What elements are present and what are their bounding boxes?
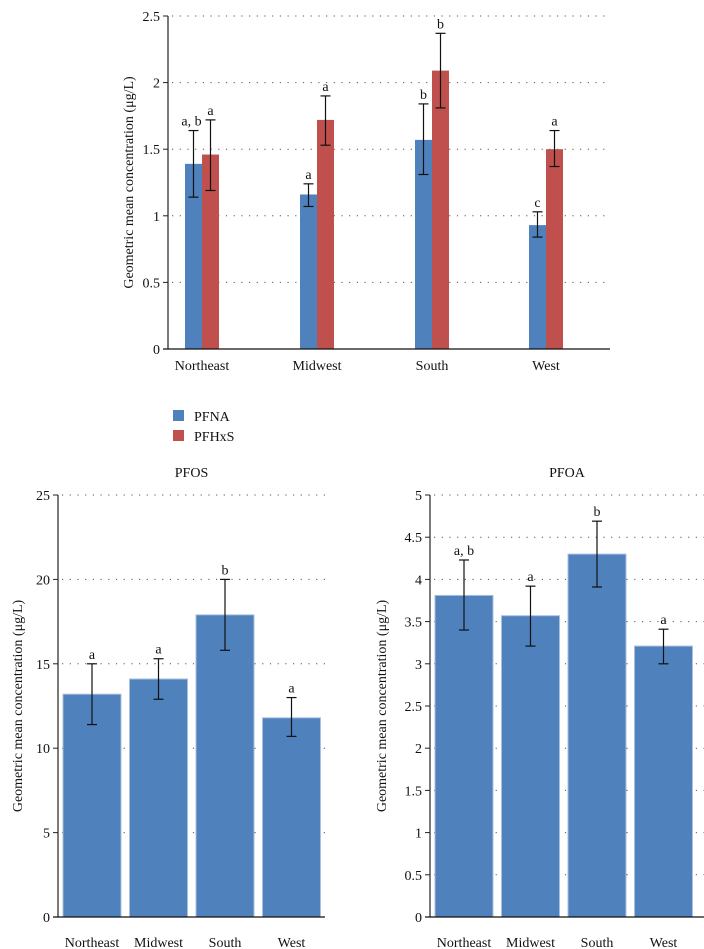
significance-label: a	[305, 168, 312, 183]
y-tick-label: 4	[415, 573, 422, 588]
significance-label: a	[89, 648, 96, 663]
chart-pfna-pfhxs: 0 0.5 1 1.5 2 2.5 Geometric mean concentration…	[122, 10, 610, 445]
significance-label: a	[207, 104, 214, 119]
y-tick-label: 15	[36, 658, 50, 673]
y-tick-label: 0.5	[405, 869, 423, 884]
x-tick-label: West	[650, 936, 678, 949]
x-tick-label: West	[532, 359, 560, 374]
significance-label: c	[534, 196, 540, 211]
significance-label: a	[527, 570, 534, 585]
y-axis-label: Geometric mean concentration (μg/L)	[122, 76, 137, 289]
significance-label: a	[155, 643, 162, 658]
bar-pfos-midwest	[129, 678, 188, 918]
y-tick-label: 0	[43, 911, 50, 926]
y-tick-label: 5	[43, 827, 50, 842]
bar-pfoa-west	[634, 645, 693, 918]
bar-pfna-south	[415, 139, 432, 349]
y-tick-label: 2.5	[405, 700, 423, 715]
x-tick-label: South	[581, 936, 614, 949]
y-tick-label: 3	[415, 658, 422, 673]
y-axis-label: Geometric mean concentration (μg/L)	[375, 599, 390, 812]
y-tick-label: 2	[415, 742, 422, 757]
bar-pfoa-northeast	[434, 594, 494, 918]
bar-pfoa-south	[567, 553, 627, 918]
y-tick-label: 3.5	[405, 616, 423, 631]
bar-pfoa-midwest	[501, 615, 560, 918]
significance-label: b	[594, 505, 601, 520]
significance-label: a	[551, 115, 558, 130]
x-tick-label: Northeast	[65, 936, 120, 949]
x-tick-label: Midwest	[293, 359, 342, 374]
x-tick-label: South	[209, 936, 242, 949]
y-tick-label: 1.5	[405, 784, 423, 799]
significance-label: a	[660, 613, 667, 628]
significance-label: a	[322, 80, 329, 95]
y-tick-label: 4.5	[405, 531, 423, 546]
bar-pfos-south	[195, 614, 255, 918]
legend-swatch-pfhxs	[173, 430, 184, 441]
y-tick-label: 0	[415, 911, 422, 926]
chart-title: PFOA	[549, 466, 586, 481]
bar-pfna-midwest	[300, 194, 317, 349]
bar-pfos-northeast	[62, 693, 122, 918]
bar-pfhxs-west	[546, 149, 563, 349]
y-tick-label: 25	[36, 489, 50, 504]
bar-pfhxs-midwest	[317, 119, 334, 350]
bar-pfhxs-south	[432, 70, 449, 349]
y-tick-label: 5	[415, 489, 422, 504]
y-tick-label: 0	[153, 343, 160, 358]
x-tick-label: Northeast	[437, 936, 492, 949]
y-tick-label: 1	[153, 210, 160, 225]
significance-label: a	[288, 682, 295, 697]
chart-pfoa: PFOA 0 0.5 1 1.5 2 2.5 3 3.5 4 4.5 5 Geometric mean …	[375, 466, 704, 949]
significance-label: b	[437, 17, 444, 32]
x-tick-label: West	[278, 936, 306, 949]
significance-label: b	[420, 88, 427, 103]
y-tick-label: 10	[36, 742, 50, 757]
chart-title: PFOS	[175, 466, 208, 481]
x-tick-label: Midwest	[134, 936, 183, 949]
y-tick-label: 20	[36, 573, 50, 588]
legend-label: PFNA	[194, 410, 231, 425]
y-tick-label: 1.5	[143, 143, 161, 158]
chart-pfos: PFOS 0 5 10 15 20 25 Geometric mean concentrati…	[11, 466, 325, 949]
bar-pfna-northeast	[185, 163, 202, 349]
bar-pfhxs-northeast	[202, 154, 219, 349]
significance-label: a, b	[454, 544, 474, 559]
y-tick-label: 2	[153, 77, 160, 92]
legend: PFNA PFHxS	[173, 410, 234, 445]
significance-label: a, b	[181, 115, 201, 130]
bar-pfna-west	[529, 225, 546, 349]
y-tick-label: 1	[415, 827, 422, 842]
x-tick-label: Northeast	[175, 359, 230, 374]
y-tick-label: 0.5	[143, 276, 161, 291]
y-tick-label: 2.5	[143, 10, 161, 25]
bar-pfos-west	[262, 717, 321, 918]
x-tick-label: South	[416, 359, 449, 374]
legend-swatch-pfna	[173, 410, 184, 421]
x-tick-label: Midwest	[506, 936, 555, 949]
significance-label: b	[222, 563, 229, 578]
legend-label: PFHxS	[194, 430, 234, 445]
y-axis-label: Geometric mean concentration (μg/L)	[11, 599, 26, 812]
